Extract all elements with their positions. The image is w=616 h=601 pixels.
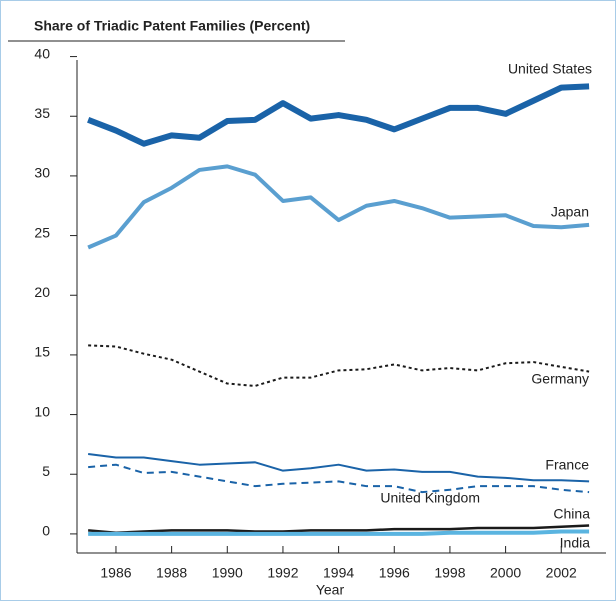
series-line <box>88 463 590 494</box>
series-line <box>87 164 590 250</box>
y-tick-label: 35 <box>34 105 50 121</box>
series-label: France <box>545 457 589 473</box>
x-tick-label: 1992 <box>267 565 298 581</box>
y-tick-label: 5 <box>42 463 50 479</box>
x-tick-label: 1990 <box>212 565 243 581</box>
y-tick-label: 20 <box>34 284 50 300</box>
y-tick-label: 25 <box>34 224 50 240</box>
x-tick-label: 1994 <box>323 565 354 581</box>
series-label: India <box>560 535 591 551</box>
x-tick-label: 1998 <box>434 565 465 581</box>
series-label: Japan <box>551 204 589 220</box>
x-tick-label: 1988 <box>156 565 187 581</box>
x-tick-label: 1986 <box>100 565 131 581</box>
series-line <box>88 344 590 387</box>
x-tick-label: 2002 <box>546 565 577 581</box>
series-line <box>88 452 590 483</box>
y-tick-label: 40 <box>34 45 50 61</box>
series-line <box>88 524 590 534</box>
x-tick-label: 1996 <box>379 565 410 581</box>
x-tick-label: 2000 <box>490 565 521 581</box>
series-label: Germany <box>531 371 589 387</box>
chart-title: Share of Triadic Patent Families (Percen… <box>34 18 310 34</box>
y-tick-label: 10 <box>34 403 50 419</box>
y-tick-label: 15 <box>34 344 50 360</box>
x-axis-label: Year <box>316 582 345 598</box>
series-label: United Kingdom <box>380 490 480 506</box>
y-tick-label: 30 <box>34 165 50 181</box>
y-tick-label: 0 <box>42 523 50 539</box>
series-label: China <box>553 506 590 522</box>
series-line <box>88 529 590 536</box>
series-label: United States <box>508 61 592 77</box>
series-line <box>87 83 590 147</box>
